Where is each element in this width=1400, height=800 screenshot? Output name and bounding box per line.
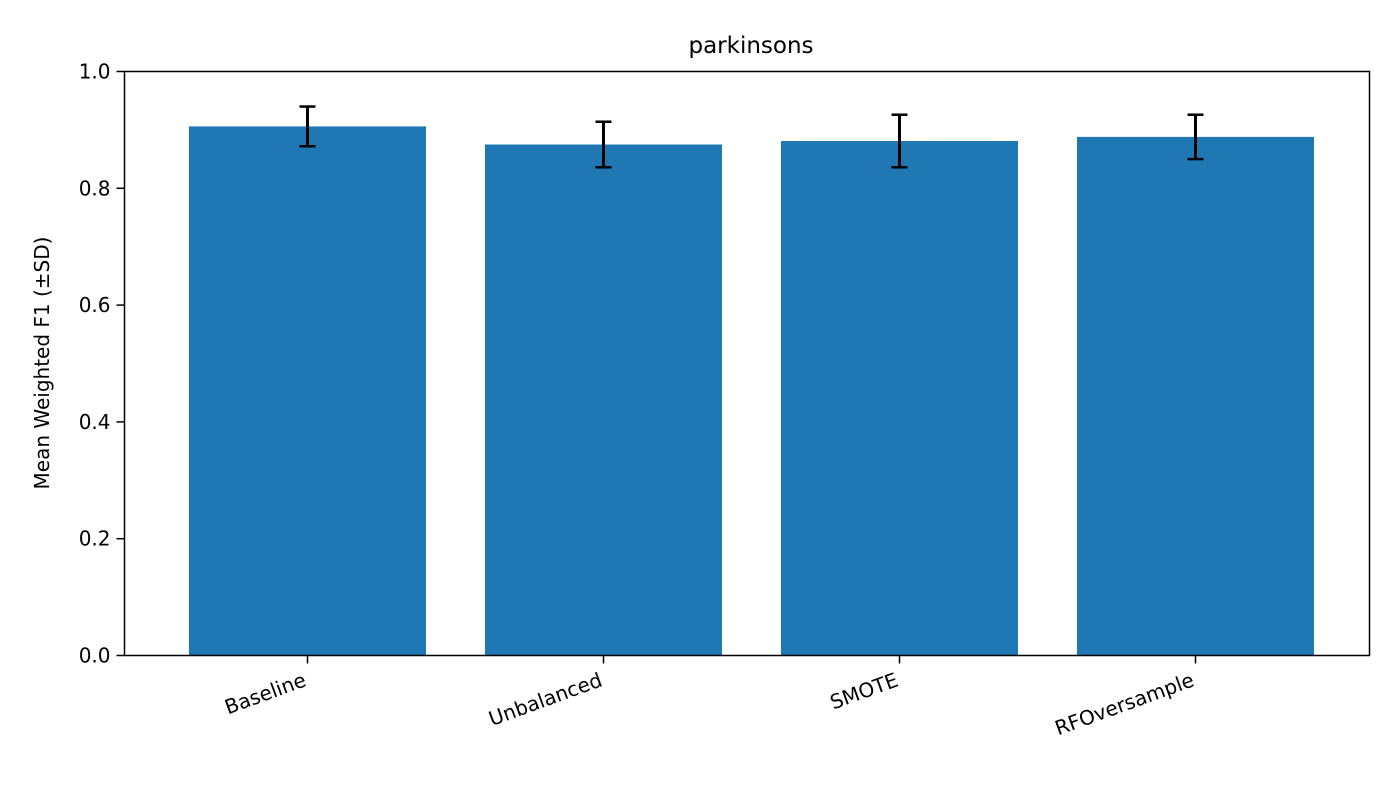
- bar: [485, 144, 722, 656]
- y-axis-label: Mean Weighted F1 (±SD): [30, 237, 54, 490]
- x-tick-label: Unbalanced: [485, 668, 605, 731]
- y-tick-label: 0.2: [79, 527, 111, 551]
- y-tick-label: 1.0: [79, 60, 111, 84]
- x-tick-label: SMOTE: [827, 668, 902, 715]
- x-tick-label: RFOversample: [1052, 668, 1198, 741]
- x-axis: Baseline Unbalanced SMOTE RFOversample: [221, 655, 1198, 741]
- plot-frame: [123, 70, 1371, 657]
- bar: [189, 126, 426, 656]
- chart-title: parkinsons: [688, 33, 813, 59]
- error-bars-layer: [299, 105, 1204, 169]
- y-axis: 0.0 0.2 0.4 0.6 0.8 1.0: [79, 60, 125, 668]
- bars-layer: [189, 126, 1314, 656]
- y-tick-label: 0.0: [79, 644, 111, 668]
- bar: [781, 140, 1018, 656]
- x-tick-label: Baseline: [221, 668, 309, 720]
- bar: [1077, 136, 1314, 656]
- y-tick-label: 0.6: [79, 293, 111, 317]
- y-tick-label: 0.8: [79, 176, 111, 200]
- y-tick-label: 0.4: [79, 410, 111, 434]
